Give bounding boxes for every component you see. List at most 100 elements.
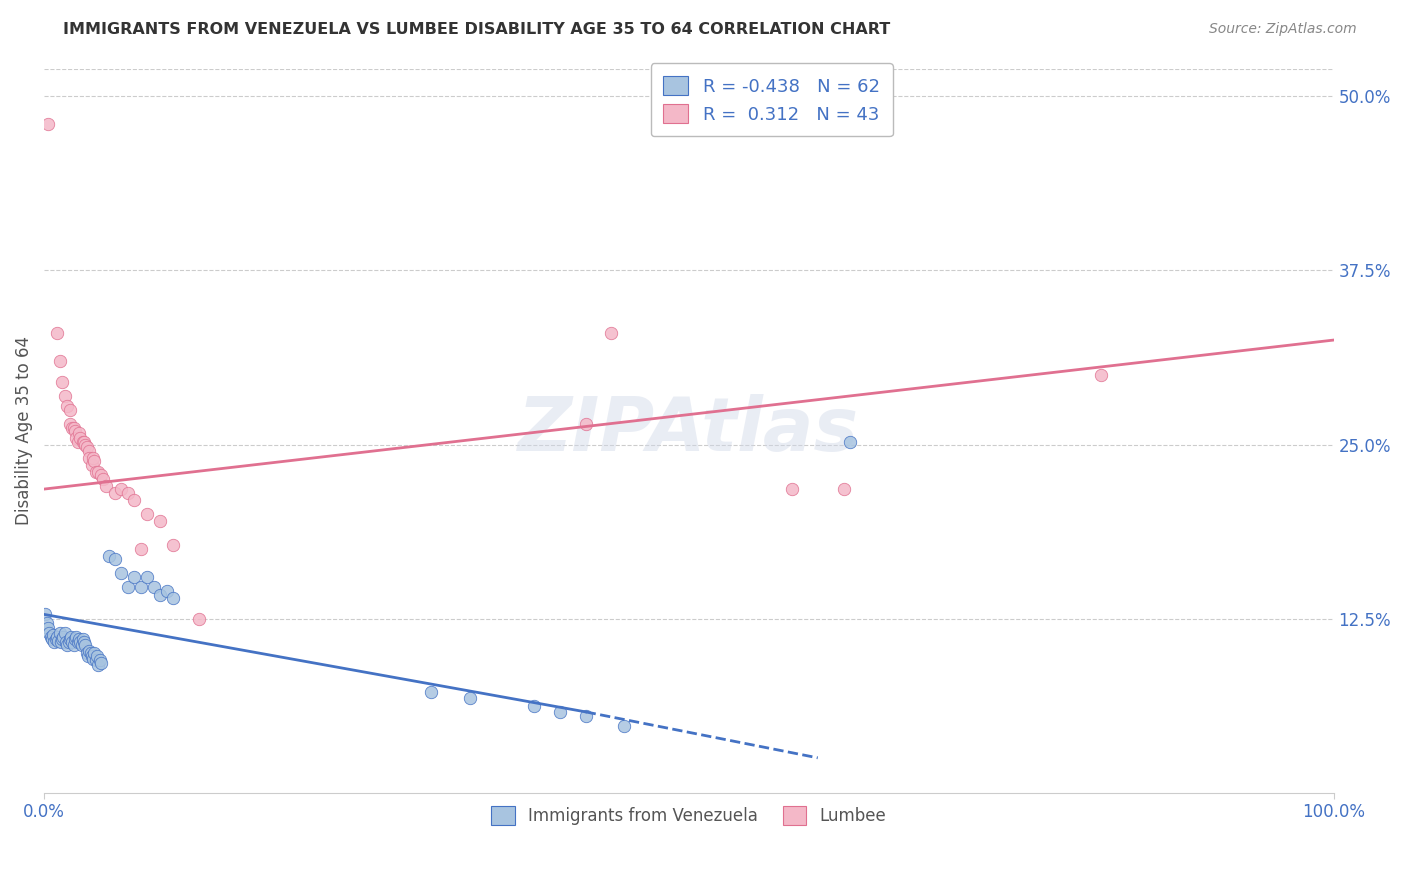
Point [59, 417, 82, 431]
Point [66, 434, 89, 449]
Point [58, 635, 80, 649]
Point [51, 632, 73, 647]
Point [56, 399, 79, 413]
Point [149, 588, 172, 602]
Point [110, 566, 132, 580]
Point [83, 454, 105, 468]
Point [41, 632, 63, 647]
Point [129, 541, 152, 556]
Point [839, 434, 862, 449]
Point [51, 375, 73, 389]
Point [53, 389, 76, 403]
Point [82, 451, 104, 466]
Point [69, 635, 91, 649]
Point [548, 705, 571, 719]
Point [46, 633, 69, 648]
Point [117, 580, 139, 594]
Point [84, 466, 107, 480]
Point [56, 638, 79, 652]
Point [575, 417, 598, 431]
Point [65, 630, 87, 644]
Point [52, 630, 75, 644]
Point [62, 635, 84, 649]
Legend: Immigrants from Venezuela, Lumbee: Immigrants from Venezuela, Lumbee [481, 797, 896, 835]
Point [780, 482, 803, 496]
Point [75, 638, 97, 652]
Point [65, 431, 87, 445]
Point [59, 402, 82, 417]
Point [162, 591, 184, 605]
Point [73, 434, 96, 449]
Point [53, 625, 76, 640]
Point [48, 625, 70, 640]
Point [62, 638, 84, 652]
Text: IMMIGRANTS FROM VENEZUELA VS LUMBEE DISABILITY AGE 35 TO 64 CORRELATION CHART: IMMIGRANTS FROM VENEZUELA VS LUMBEE DISA… [63, 22, 890, 37]
Point [104, 486, 127, 500]
Point [44, 635, 66, 649]
Point [87, 466, 110, 480]
Point [39, 630, 62, 644]
Point [69, 431, 91, 445]
Point [67, 632, 90, 647]
Point [613, 719, 636, 733]
Point [79, 647, 101, 661]
Point [83, 647, 105, 661]
Point [142, 580, 165, 594]
Point [86, 649, 108, 664]
Point [136, 570, 159, 584]
Point [72, 632, 94, 647]
Point [80, 649, 103, 664]
Point [55, 635, 77, 649]
Point [67, 426, 90, 441]
Point [42, 628, 65, 642]
Text: ZIPAtlas: ZIPAtlas [519, 394, 859, 467]
Point [60, 630, 83, 644]
Point [110, 482, 132, 496]
Text: Source: ZipAtlas.com: Source: ZipAtlas.com [1209, 22, 1357, 37]
Point [89, 653, 111, 667]
Point [76, 647, 98, 661]
Point [458, 690, 481, 705]
Point [45, 632, 67, 647]
Point [94, 479, 117, 493]
Point [35, 615, 58, 630]
Point [63, 424, 86, 438]
Point [49, 635, 72, 649]
Point [162, 538, 184, 552]
Point [77, 649, 100, 664]
Point [129, 580, 152, 594]
Point [124, 570, 146, 584]
Point [46, 630, 69, 644]
Point [73, 635, 96, 649]
Point [46, 326, 69, 340]
Point [48, 354, 70, 368]
Point [600, 326, 623, 340]
Point [80, 458, 103, 473]
Point [59, 632, 82, 647]
Point [70, 638, 93, 652]
Point [75, 437, 97, 451]
Point [419, 685, 441, 699]
Point [77, 451, 100, 466]
Point [37, 117, 59, 131]
Point [97, 549, 120, 563]
Point [90, 656, 112, 670]
Point [90, 468, 112, 483]
Point [136, 507, 159, 521]
Point [187, 611, 209, 625]
Point [62, 421, 84, 435]
Point [87, 657, 110, 672]
Point [38, 625, 60, 640]
Point [155, 583, 177, 598]
Point [104, 551, 127, 566]
Point [575, 709, 598, 723]
Point [149, 514, 172, 528]
Point [62, 421, 84, 435]
Point [124, 493, 146, 508]
Y-axis label: Disability Age 35 to 64: Disability Age 35 to 64 [15, 336, 32, 525]
Point [72, 434, 94, 449]
Point [34, 607, 56, 622]
Point [66, 635, 89, 649]
Point [77, 444, 100, 458]
Point [523, 699, 546, 714]
